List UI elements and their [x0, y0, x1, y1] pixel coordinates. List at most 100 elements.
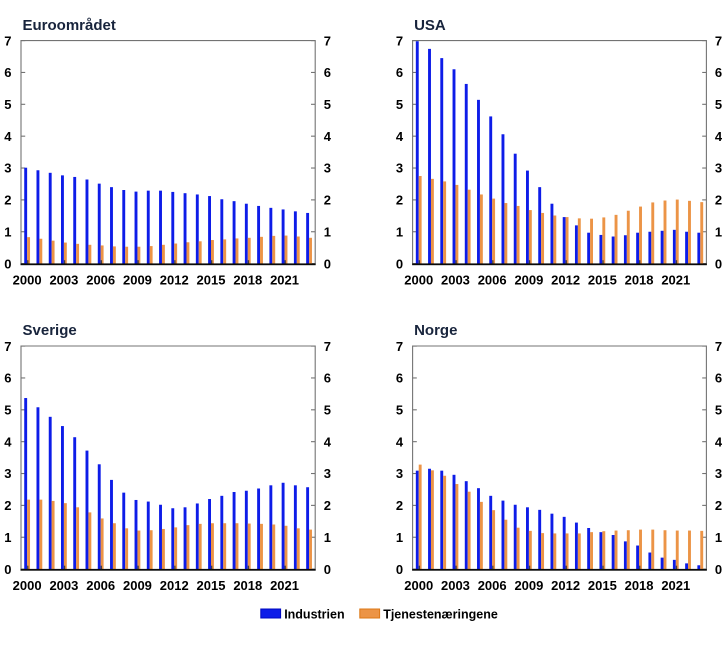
svg-text:2015: 2015	[588, 273, 617, 288]
svg-text:1: 1	[324, 530, 331, 545]
svg-text:2: 2	[4, 498, 11, 513]
svg-text:5: 5	[324, 403, 331, 418]
svg-text:2: 2	[396, 498, 403, 513]
svg-text:2018: 2018	[625, 273, 654, 288]
svg-text:1: 1	[396, 224, 403, 239]
svg-text:5: 5	[324, 97, 331, 112]
svg-text:3: 3	[4, 466, 11, 481]
svg-text:Industrien: Industrien	[284, 608, 344, 622]
svg-text:2: 2	[324, 498, 331, 513]
svg-text:7: 7	[396, 339, 403, 354]
svg-text:4: 4	[4, 434, 12, 449]
svg-text:3: 3	[324, 466, 331, 481]
svg-text:3: 3	[324, 161, 331, 176]
svg-text:4: 4	[324, 129, 332, 144]
svg-text:2018: 2018	[625, 578, 654, 593]
svg-text:2009: 2009	[514, 578, 543, 593]
svg-text:2012: 2012	[551, 273, 580, 288]
svg-text:6: 6	[4, 371, 11, 386]
svg-text:7: 7	[715, 339, 722, 354]
svg-text:7: 7	[324, 339, 331, 354]
svg-text:2: 2	[4, 193, 11, 208]
svg-text:2009: 2009	[123, 578, 152, 593]
svg-text:6: 6	[324, 371, 331, 386]
svg-text:1: 1	[715, 224, 722, 239]
svg-text:4: 4	[396, 434, 404, 449]
svg-text:2003: 2003	[49, 273, 78, 288]
svg-text:7: 7	[396, 33, 403, 48]
svg-text:2015: 2015	[197, 273, 226, 288]
svg-text:1: 1	[396, 530, 403, 545]
svg-text:3: 3	[396, 161, 403, 176]
svg-text:2018: 2018	[233, 578, 262, 593]
svg-text:3: 3	[4, 161, 11, 176]
svg-text:0: 0	[4, 256, 11, 271]
svg-text:6: 6	[715, 371, 722, 386]
svg-text:Tjenestenæringene: Tjenestenæringene	[383, 608, 498, 622]
svg-text:2015: 2015	[588, 578, 617, 593]
svg-text:0: 0	[715, 256, 722, 271]
svg-text:0: 0	[324, 256, 331, 271]
svg-text:2018: 2018	[233, 273, 262, 288]
svg-text:2021: 2021	[270, 578, 299, 593]
svg-text:1: 1	[715, 530, 722, 545]
svg-text:1: 1	[4, 224, 11, 239]
svg-text:2006: 2006	[478, 273, 507, 288]
svg-text:2006: 2006	[86, 578, 115, 593]
svg-text:2021: 2021	[661, 578, 690, 593]
svg-text:2012: 2012	[160, 578, 189, 593]
svg-text:5: 5	[715, 97, 722, 112]
svg-text:2: 2	[715, 193, 722, 208]
svg-text:4: 4	[324, 434, 332, 449]
svg-text:6: 6	[324, 65, 331, 80]
svg-text:6: 6	[715, 65, 722, 80]
svg-text:6: 6	[4, 65, 11, 80]
svg-text:2: 2	[715, 498, 722, 513]
svg-text:2000: 2000	[404, 578, 433, 593]
svg-text:2: 2	[396, 193, 403, 208]
svg-text:USA: USA	[414, 17, 446, 34]
svg-text:4: 4	[715, 434, 722, 449]
svg-text:5: 5	[4, 403, 11, 418]
svg-text:2012: 2012	[160, 273, 189, 288]
svg-text:2003: 2003	[441, 273, 470, 288]
svg-text:1: 1	[4, 530, 11, 545]
svg-text:2003: 2003	[441, 578, 470, 593]
svg-text:2009: 2009	[514, 273, 543, 288]
svg-text:3: 3	[715, 466, 722, 481]
svg-text:3: 3	[715, 161, 722, 176]
svg-text:Sverige: Sverige	[23, 322, 77, 339]
svg-text:0: 0	[4, 562, 11, 577]
svg-text:Norge: Norge	[414, 322, 457, 339]
svg-text:7: 7	[4, 339, 11, 354]
svg-text:0: 0	[396, 256, 403, 271]
svg-text:5: 5	[396, 97, 403, 112]
svg-text:Euroområdet: Euroområdet	[23, 17, 116, 34]
svg-text:5: 5	[396, 403, 403, 418]
svg-text:2003: 2003	[49, 578, 78, 593]
svg-text:4: 4	[4, 129, 12, 144]
svg-text:0: 0	[715, 562, 722, 577]
svg-text:7: 7	[324, 33, 331, 48]
svg-text:4: 4	[715, 129, 722, 144]
svg-text:2009: 2009	[123, 273, 152, 288]
svg-text:5: 5	[4, 97, 11, 112]
svg-text:7: 7	[715, 33, 722, 48]
svg-text:2000: 2000	[13, 578, 42, 593]
svg-text:6: 6	[396, 65, 403, 80]
svg-text:1: 1	[324, 224, 331, 239]
svg-text:2000: 2000	[404, 273, 433, 288]
svg-text:2012: 2012	[551, 578, 580, 593]
svg-text:0: 0	[324, 562, 331, 577]
svg-text:6: 6	[396, 371, 403, 386]
svg-text:2021: 2021	[661, 273, 690, 288]
svg-text:3: 3	[396, 466, 403, 481]
svg-text:2006: 2006	[86, 273, 115, 288]
svg-text:7: 7	[4, 33, 11, 48]
svg-text:2021: 2021	[270, 273, 299, 288]
svg-text:2: 2	[324, 193, 331, 208]
svg-text:2000: 2000	[13, 273, 42, 288]
svg-text:2015: 2015	[197, 578, 226, 593]
svg-text:5: 5	[715, 403, 722, 418]
svg-text:0: 0	[396, 562, 403, 577]
